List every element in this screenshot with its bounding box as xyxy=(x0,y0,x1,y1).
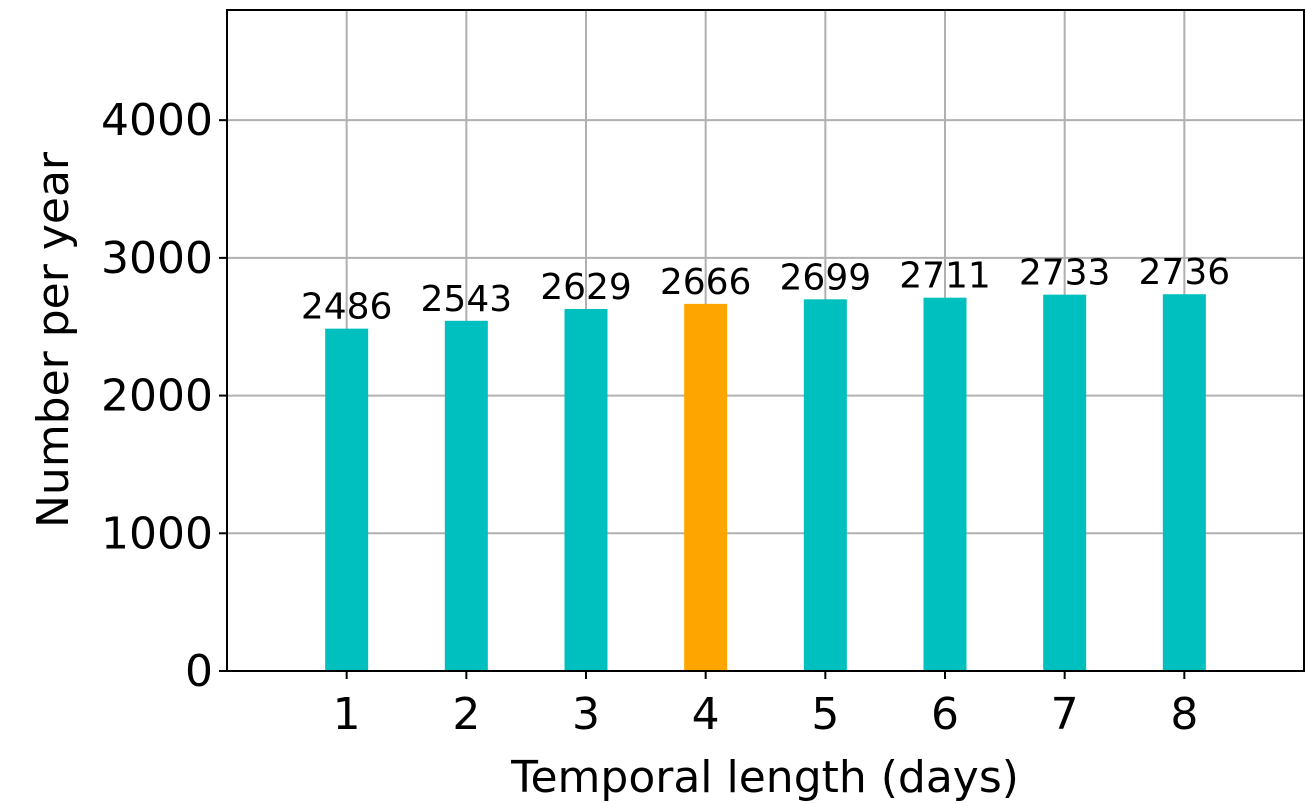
axes xyxy=(226,9,1305,672)
x-tick-label: 4 xyxy=(692,689,720,740)
bar-value-label: 2733 xyxy=(1019,253,1111,294)
x-tick-label: 7 xyxy=(1051,689,1079,740)
plot-frame xyxy=(226,9,1305,672)
x-tick-label: 2 xyxy=(452,689,480,740)
y-tick-label: 0 xyxy=(185,646,213,697)
bars xyxy=(325,294,1206,671)
y-tick-label: 1000 xyxy=(101,508,213,559)
bar-value-label: 2736 xyxy=(1139,252,1231,293)
x-tick-label: 8 xyxy=(1170,689,1198,740)
grid xyxy=(227,10,1304,672)
bar-value-label: 2486 xyxy=(301,287,393,328)
bar-1 xyxy=(325,328,369,671)
bar-8 xyxy=(1162,294,1206,671)
x-tick-label: 3 xyxy=(572,689,600,740)
x-tick-label: 6 xyxy=(931,689,959,740)
bar-4 xyxy=(684,303,728,671)
bar-7 xyxy=(1043,294,1087,671)
bar-6 xyxy=(923,297,967,671)
y-tick-label: 4000 xyxy=(101,95,213,146)
x-tick-label: 5 xyxy=(811,689,839,740)
bar-value-label: 2629 xyxy=(540,267,632,308)
bar-5 xyxy=(803,299,847,671)
y-tick-label: 3000 xyxy=(101,233,213,284)
bar-value-label: 2699 xyxy=(780,257,872,298)
bar-value-label: 2666 xyxy=(660,262,752,303)
x-axis-label: Temporal length (days) xyxy=(510,752,1019,803)
y-tick-label: 2000 xyxy=(101,371,213,422)
y-axis-label: Number per year xyxy=(28,151,79,528)
bar-value-label: 2543 xyxy=(421,279,513,320)
x-tick-label: 1 xyxy=(333,689,361,740)
bar-value-label: 2711 xyxy=(899,256,991,297)
bar-2 xyxy=(444,320,488,671)
labels: 0 1000 2000 3000 4000 2486 1 2543 2 2629 3 2666 4 269… xyxy=(101,95,1230,740)
bar-3 xyxy=(564,308,608,671)
